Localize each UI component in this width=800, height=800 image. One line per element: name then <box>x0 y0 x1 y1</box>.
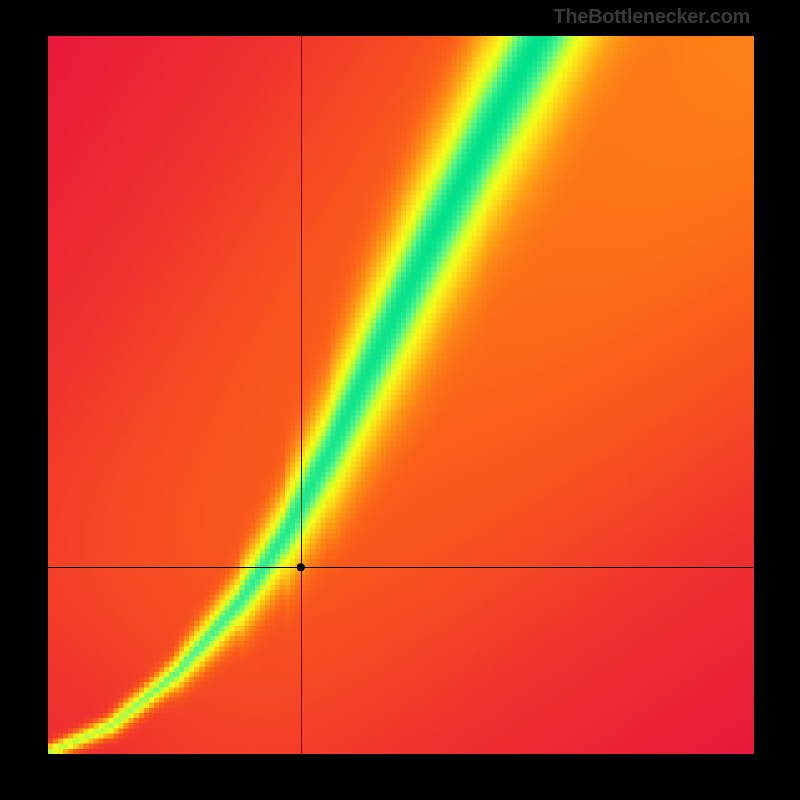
heatmap-plot <box>48 36 754 754</box>
watermark-label: TheBottlenecker.com <box>553 6 750 29</box>
crosshair-overlay <box>48 36 754 754</box>
figure-root: TheBottlenecker.com <box>0 0 800 800</box>
